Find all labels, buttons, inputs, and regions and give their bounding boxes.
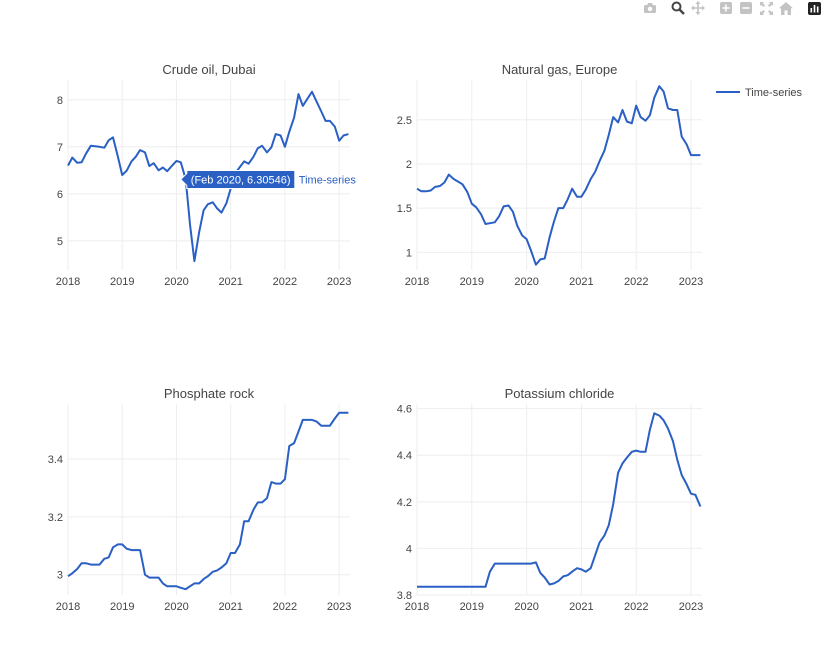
hover-box: [180, 169, 296, 189]
subplot-4[interactable]: 2018 2019 2020 2021 2022 2023 3.8 4 4.2 4.4 4.6 Pot…: [397, 386, 704, 613]
y-tick-label: 5: [57, 236, 63, 248]
subplots: 2018 2019 2020 2021 2022 2023 5 6 7 8 Crude oil, D…: [48, 62, 704, 613]
x-tick-label: 2022: [273, 601, 297, 613]
y-tick-label: 4.6: [397, 404, 412, 416]
camera-icon[interactable]: [641, 0, 659, 16]
subplot-3[interactable]: 2018 2019 2020 2021 2022 2023 3 3.2 3.4 Phosphate…: [48, 386, 352, 613]
y-tick-label: 8: [57, 95, 63, 107]
plotly-logo-icon[interactable]: [805, 0, 823, 16]
series-line[interactable]: [416, 85, 701, 266]
x-tick-label: 2023: [679, 276, 703, 288]
y-tick-label: 7: [57, 142, 63, 154]
x-tick-label: 2021: [218, 276, 242, 288]
x-tick-label: 2018: [405, 276, 429, 288]
subplot-1[interactable]: 2018 2019 2020 2021 2022 2023 5 6 7 8 Crude oil, D…: [56, 62, 352, 288]
series-line[interactable]: [67, 411, 349, 591]
y-tick-label: 1.5: [397, 203, 412, 215]
x-tick-label: 2019: [110, 276, 134, 288]
x-tick-label: 2023: [679, 601, 703, 613]
x-tick-label: 2021: [569, 601, 593, 613]
subplot-title: Crude oil, Dubai: [162, 62, 255, 77]
modebar: [641, 0, 823, 16]
x-tick-label: 2020: [514, 601, 538, 613]
autoscale-icon[interactable]: [757, 0, 775, 16]
y-tick-label: 3.4: [48, 454, 63, 466]
series-line[interactable]: [417, 412, 702, 588]
hover-value: (Feb 2020, 6.30546): [191, 174, 291, 186]
zoom-in-icon[interactable]: [717, 0, 735, 16]
subplot-2[interactable]: 2018 2019 2020 2021 2022 2023 1 1.5 2 2.5 Natural …: [397, 62, 704, 288]
x-tick-label: 2018: [56, 601, 80, 613]
series-line[interactable]: [67, 90, 349, 263]
x-tick-label: 2018: [56, 276, 80, 288]
zoom-icon[interactable]: [669, 0, 687, 16]
y-tick-label: 2: [406, 159, 412, 171]
x-tick-label: 2023: [327, 601, 351, 613]
legend-item[interactable]: Time-series: [716, 87, 803, 99]
hover-series-name: Time-series: [299, 174, 357, 186]
legend[interactable]: Time-series: [716, 87, 803, 99]
y-tick-label: 4: [406, 543, 412, 555]
x-tick-label: 2022: [624, 601, 648, 613]
hover-tooltip: (Feb 2020, 6.30546) Time-series: [180, 169, 357, 189]
y-tick-label: 6: [57, 189, 63, 201]
y-tick-label: 2.5: [397, 115, 412, 127]
legend-label: Time-series: [745, 87, 803, 99]
y-tick-label: 4.4: [397, 450, 412, 462]
subplot-title: Phosphate rock: [164, 386, 255, 401]
x-tick-label: 2021: [218, 601, 242, 613]
zoom-out-icon[interactable]: [737, 0, 755, 16]
x-tick-label: 2022: [624, 276, 648, 288]
x-tick-label: 2018: [405, 601, 429, 613]
x-tick-label: 2019: [460, 601, 484, 613]
x-tick-label: 2020: [164, 276, 188, 288]
y-tick-label: 3: [57, 570, 63, 582]
x-tick-label: 2020: [514, 276, 538, 288]
y-tick-label: 3.8: [397, 590, 412, 602]
reset-axes-icon[interactable]: [777, 0, 795, 16]
pan-icon[interactable]: [689, 0, 707, 16]
x-tick-label: 2022: [273, 276, 297, 288]
y-tick-label: 4.2: [397, 497, 412, 509]
subplot-title: Potassium chloride: [505, 386, 615, 401]
subplot-title: Natural gas, Europe: [502, 62, 618, 77]
x-tick-label: 2023: [327, 276, 351, 288]
y-tick-label: 3.2: [48, 512, 63, 524]
y-tick-label: 1: [406, 247, 412, 259]
x-tick-label: 2019: [110, 601, 134, 613]
x-tick-label: 2019: [460, 276, 484, 288]
x-tick-label: 2020: [164, 601, 188, 613]
x-tick-label: 2021: [569, 276, 593, 288]
